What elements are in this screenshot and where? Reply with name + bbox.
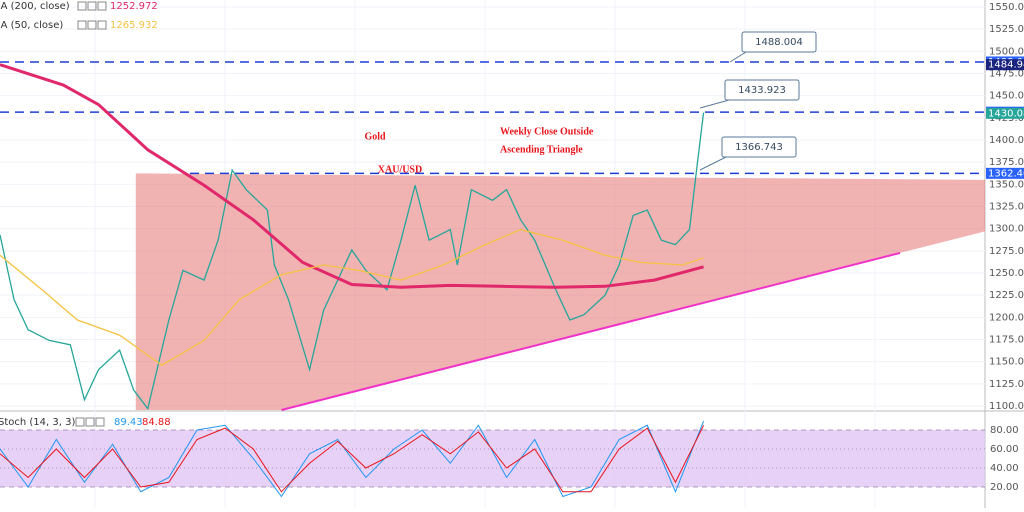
y-tick-label: 1450.000 xyxy=(989,91,1024,102)
price-tag: 1484.941 xyxy=(986,59,1024,71)
callout-label: 1366.743 xyxy=(735,142,783,153)
price-tag-label: 1362.406 xyxy=(988,168,1024,179)
chart-title: XAU/USD xyxy=(378,164,422,175)
y-tick-label: 1175.000 xyxy=(989,335,1024,346)
legend-name: MA (200, close) xyxy=(0,1,70,12)
y-tick-label: 1550.000 xyxy=(989,2,1024,13)
triangle-area xyxy=(135,173,985,410)
ma-line xyxy=(0,63,704,289)
price-tag-box xyxy=(986,167,1024,179)
callout-pointer xyxy=(699,156,727,171)
annotation: Weekly Close Outside xyxy=(500,126,594,137)
y-tick-label: 1350.000 xyxy=(989,179,1024,190)
legend-icon xyxy=(77,20,87,30)
stoch-tick-label: 20.00 xyxy=(990,482,1019,493)
legend-icon xyxy=(77,1,87,11)
y-tick-label: 1150.000 xyxy=(989,357,1024,368)
stoch-value: 89.43 xyxy=(114,417,143,428)
callout-box xyxy=(721,136,797,158)
price-tag-box xyxy=(986,107,1024,119)
legend-icon xyxy=(85,417,95,427)
price-tag-label: 1430.087 xyxy=(988,108,1024,119)
stoch-tick-label: 80.00 xyxy=(990,425,1019,436)
callout-box xyxy=(724,79,800,101)
callout-box xyxy=(741,31,817,53)
y-tick-label: 1475.000 xyxy=(989,69,1024,80)
y-tick-label: 1325.000 xyxy=(989,202,1024,213)
legend-name: MA (50, close) xyxy=(0,20,63,31)
legend-value: 1252.972 xyxy=(110,1,158,12)
stoch-tick-label: 60.00 xyxy=(990,444,1019,455)
price-tag: 1430.087 xyxy=(986,107,1024,119)
ma-line xyxy=(0,228,704,366)
stoch-line xyxy=(0,425,705,493)
stoch-band xyxy=(0,430,985,487)
price-tag-label: 1484.941 xyxy=(988,60,1024,71)
y-tick-label: 1500.000 xyxy=(989,46,1024,57)
y-tick-label: 1125.000 xyxy=(989,379,1024,390)
legend-icon xyxy=(97,20,107,30)
chart-title: Gold xyxy=(364,131,386,142)
y-tick-label: 1400.000 xyxy=(989,135,1024,146)
legend-value: 1265.932 xyxy=(110,20,158,31)
callout-label: 1488.004 xyxy=(755,37,803,48)
y-tick-label: 1525.000 xyxy=(989,24,1024,35)
stoch-value: 84.88 xyxy=(142,417,171,428)
callout-pointer xyxy=(699,99,730,109)
y-tick-label: 1100.000 xyxy=(989,401,1024,412)
trendline xyxy=(281,252,901,411)
stoch-tick-label: 40.00 xyxy=(990,463,1019,474)
y-tick-label: 1200.000 xyxy=(989,312,1024,323)
legend-entry[interactable]: MA (50, close) 1265.932 xyxy=(0,20,158,31)
legend-icon xyxy=(97,1,107,11)
stoch-legend[interactable]: Stoch (14, 3, 3) 89.43 84.88 xyxy=(0,417,171,428)
y-tick-label: 1225.000 xyxy=(989,290,1024,301)
y-tick-label: 1275.000 xyxy=(989,246,1024,257)
legend-icon xyxy=(87,20,97,30)
stoch-line xyxy=(0,420,705,498)
callout-pointer xyxy=(729,51,747,63)
price-tag: 1362.406 xyxy=(986,167,1024,179)
legend-icon xyxy=(95,417,105,427)
legend-icon xyxy=(87,1,97,11)
stoch-name: Stoch (14, 3, 3) xyxy=(0,417,75,428)
callout-label: 1433.923 xyxy=(738,85,786,96)
y-tick-label: 1300.000 xyxy=(989,224,1024,235)
annotation: Ascending Triangle xyxy=(500,144,583,155)
legend-entry[interactable]: MA (200, close) 1252.972 xyxy=(0,1,158,12)
y-tick-label: 1375.000 xyxy=(989,157,1024,168)
legend-icon xyxy=(75,417,85,427)
y-tick-label: 1250.000 xyxy=(989,268,1024,279)
price-tag-box xyxy=(986,59,1024,71)
